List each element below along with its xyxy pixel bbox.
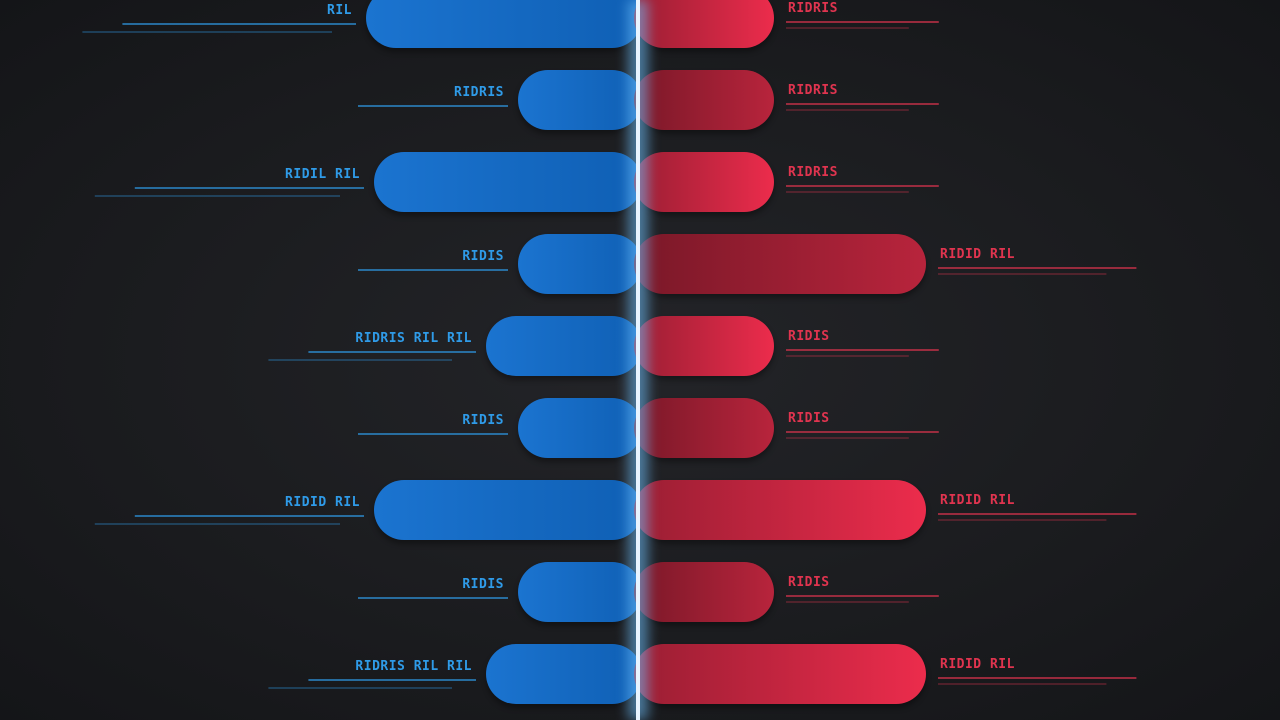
left-label-3: RIDIS xyxy=(462,249,504,264)
divider-line xyxy=(636,0,640,720)
right-bar-5 xyxy=(634,398,774,458)
right-label-5: RIDIS xyxy=(788,411,830,426)
left-label-0: RIL xyxy=(327,3,352,18)
right-bar-7 xyxy=(634,562,774,622)
left-label-2: RIDIL RIL xyxy=(285,167,360,182)
left-label-6: RIDID RIL xyxy=(285,495,360,510)
left-bar-6 xyxy=(374,480,642,540)
left-label-8: RIDRIS RIL RIL xyxy=(355,659,472,674)
right-label-6: RIDID RIL xyxy=(940,493,1015,508)
right-label-0: RIDRIS xyxy=(788,1,838,16)
left-bar-1 xyxy=(518,70,642,130)
right-label-7: RIDIS xyxy=(788,575,830,590)
left-bar-4 xyxy=(486,316,642,376)
right-bar-4 xyxy=(634,316,774,376)
left-bar-5 xyxy=(518,398,642,458)
left-label-4: RIDRIS RIL RIL xyxy=(355,331,472,346)
left-bar-3 xyxy=(518,234,642,294)
bars-group xyxy=(366,0,926,708)
right-bar-2 xyxy=(634,152,774,212)
left-label-1: RIDRIS xyxy=(454,85,504,100)
labels-group: RIL RIDRIS RIDRIS RIDRIS RIDIL RIL RIDRIS RIDI… xyxy=(82,1,1137,689)
right-label-3: RIDID RIL xyxy=(940,247,1015,262)
left-label-7: RIDIS xyxy=(462,577,504,592)
right-label-8: RIDID RIL xyxy=(940,657,1015,672)
right-bar-6 xyxy=(634,480,926,540)
right-bar-1 xyxy=(634,70,774,130)
right-label-4: RIDIS xyxy=(788,329,830,344)
right-bar-8 xyxy=(634,644,926,704)
left-bar-0 xyxy=(366,0,642,48)
center-divider xyxy=(628,0,648,720)
right-bar-0 xyxy=(634,0,774,48)
right-label-2: RIDRIS xyxy=(788,165,838,180)
right-label-1: RIDRIS xyxy=(788,83,838,98)
left-bar-7 xyxy=(518,562,642,622)
left-label-5: RIDIS xyxy=(462,413,504,428)
left-bar-2 xyxy=(374,152,642,212)
right-bar-3 xyxy=(634,234,926,294)
left-bar-8 xyxy=(486,644,642,704)
